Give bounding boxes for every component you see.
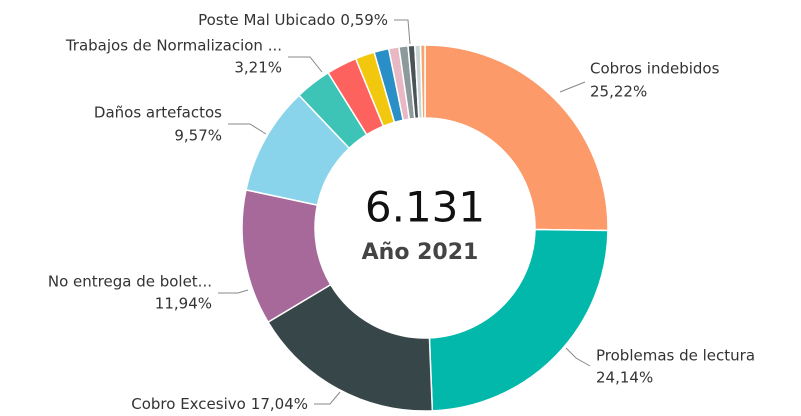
leader-line [228, 123, 267, 135]
donut-slice [419, 44, 426, 119]
slice-value: 25,22% [590, 83, 647, 101]
slice-value: 0,59% [340, 11, 388, 29]
donut-slice [424, 44, 609, 232]
center-value: 6.131 [365, 183, 485, 232]
slice-value: 9,57% [174, 127, 222, 145]
slice-name: Poste Mal Ubicado [198, 11, 335, 29]
slice-name: Daños artefactos [94, 104, 222, 122]
slice-value: 3,21% [234, 59, 282, 77]
center-subtitle: Año 2021 [362, 240, 479, 265]
donut-slice [428, 228, 609, 412]
leader-line [218, 289, 249, 294]
slice-name: Cobros indebidos [590, 60, 720, 78]
slice-value: 24,14% [596, 369, 653, 387]
slice-name: Problemas de lectura [596, 347, 755, 365]
slice-label: Cobro Excesivo 17,04% [131, 395, 308, 413]
slice-name: No entrega de bolet... [48, 273, 212, 291]
slice-value: 17,04% [251, 395, 308, 413]
slice-value: 11,94% [155, 295, 212, 313]
slice-name: Trabajos de Normalizacion ... [65, 37, 282, 55]
slice-name: Cobro Excesivo [131, 395, 246, 413]
leader-line [314, 391, 341, 405]
slice-label: Poste Mal Ubicado 0,59% [198, 11, 388, 29]
leader-line [288, 56, 323, 73]
leader-line [565, 347, 591, 367]
leader-line [394, 19, 411, 45]
leader-line [559, 81, 586, 93]
